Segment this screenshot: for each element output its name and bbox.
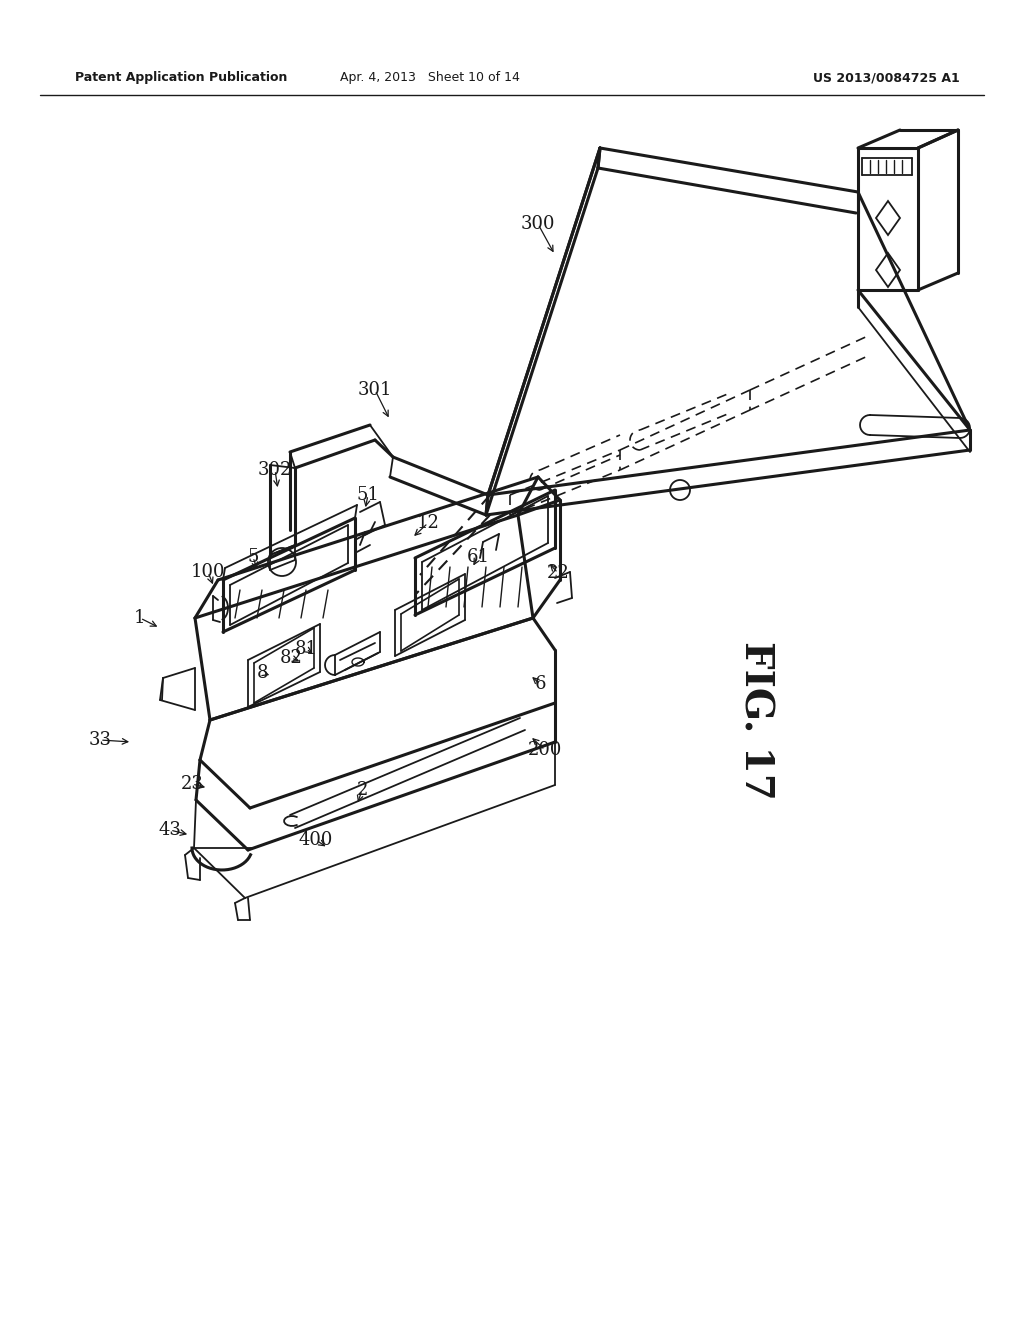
Text: 6: 6	[535, 675, 546, 693]
Text: 61: 61	[467, 548, 489, 566]
Text: 200: 200	[527, 741, 562, 759]
Text: 5: 5	[248, 548, 259, 566]
Text: 1: 1	[134, 609, 145, 627]
Text: Apr. 4, 2013   Sheet 10 of 14: Apr. 4, 2013 Sheet 10 of 14	[340, 71, 520, 84]
Text: 23: 23	[180, 775, 204, 793]
Text: 51: 51	[356, 486, 380, 504]
Text: 302: 302	[258, 461, 292, 479]
Text: 400: 400	[299, 832, 333, 849]
Text: FIG. 17: FIG. 17	[736, 640, 774, 800]
Text: 100: 100	[190, 564, 225, 581]
Text: 81: 81	[295, 640, 317, 657]
Text: Patent Application Publication: Patent Application Publication	[75, 71, 288, 84]
Text: 33: 33	[88, 731, 112, 748]
Text: US 2013/0084725 A1: US 2013/0084725 A1	[813, 71, 961, 84]
Text: 82: 82	[280, 649, 302, 667]
Text: 300: 300	[521, 215, 555, 234]
Text: 8: 8	[257, 664, 268, 682]
Text: 12: 12	[417, 513, 439, 532]
Text: 22: 22	[547, 564, 569, 582]
Text: 43: 43	[159, 821, 181, 840]
Text: 2: 2	[356, 781, 368, 799]
Text: 301: 301	[357, 381, 392, 399]
